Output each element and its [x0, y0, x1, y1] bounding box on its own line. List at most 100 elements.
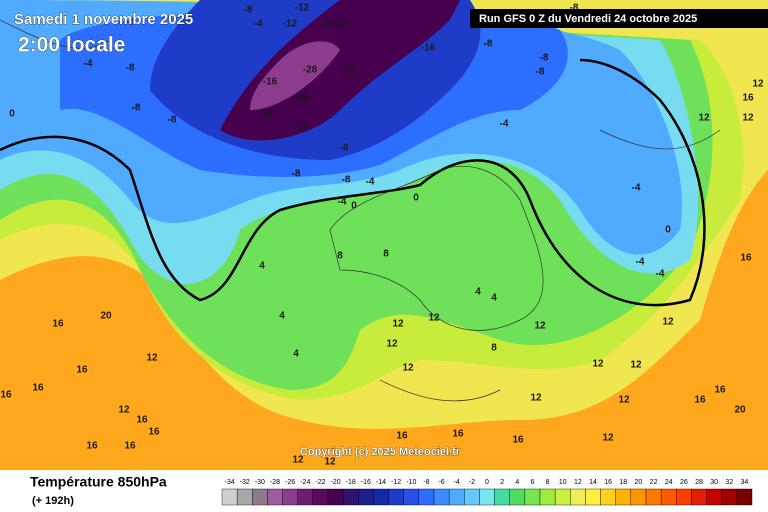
- color-legend: -34 -32 -30 -28 -26 -24 -22 -20 -18 -16 -14 -12 -10-…: [221, 479, 753, 506]
- contour-label: 0: [665, 225, 671, 236]
- legend-label: -8: [423, 479, 429, 486]
- contour-label: 16: [512, 435, 524, 446]
- contour-label: -8: [132, 103, 141, 114]
- legend-swatch: [630, 488, 647, 506]
- contour-label: -28: [293, 93, 308, 104]
- contour-label: 4: [475, 287, 481, 298]
- contour-label: 12: [386, 339, 398, 350]
- contour-label: 12: [602, 433, 614, 444]
- legend-label: 16: [604, 479, 612, 486]
- contour-label: 16: [52, 319, 64, 330]
- legend-swatch: [448, 488, 465, 506]
- contour-label: -8: [536, 67, 545, 78]
- legend-label: -10: [406, 479, 416, 486]
- contour-label: 12: [118, 405, 130, 416]
- legend-label: 26: [680, 479, 688, 486]
- contour-label: 16: [714, 385, 726, 396]
- legend-swatch: [358, 488, 374, 506]
- legend-label: -24: [300, 479, 310, 486]
- legend-label: -26: [285, 479, 295, 486]
- legend-label: 34: [741, 479, 749, 486]
- contour-label: -8: [126, 63, 135, 74]
- contour-label: 16: [0, 390, 12, 401]
- legend-swatch: [327, 488, 344, 506]
- coastline: [329, 166, 544, 331]
- contour-label: 12: [146, 353, 158, 364]
- legend-label: 24: [665, 479, 673, 486]
- legend-swatch: [570, 488, 586, 506]
- legend-swatch: [236, 488, 253, 506]
- contour-label: -8: [540, 53, 549, 64]
- contour-label: 16: [742, 93, 754, 104]
- legend-label: 18: [619, 479, 627, 486]
- legend-swatch: [464, 488, 480, 506]
- legend-swatch: [403, 488, 420, 506]
- legend-label: 30: [710, 479, 718, 486]
- contour-label: 16: [148, 427, 160, 438]
- contour-label: -8: [126, 17, 135, 28]
- contour-label: 16: [452, 429, 464, 440]
- legend-label: -6: [438, 479, 444, 486]
- purple-zone: [220, 0, 460, 141]
- contour-label: 12: [592, 359, 604, 370]
- contour-label: -4: [636, 257, 645, 268]
- contour-label: 16: [136, 415, 148, 426]
- deep-purple-zone: [250, 41, 340, 110]
- legend-swatch: [418, 488, 435, 506]
- contour-label: 4: [279, 311, 285, 322]
- contour-label: 12: [630, 360, 642, 371]
- contour-label: -16: [421, 43, 436, 54]
- legend-swatch: [554, 488, 571, 506]
- legend-swatch: [706, 488, 722, 506]
- contour-label: 16: [740, 253, 752, 264]
- contour-label: -8: [168, 115, 177, 126]
- legend-label: 12: [574, 479, 582, 486]
- contour-label: -8: [292, 169, 301, 180]
- run-box: [470, 9, 768, 28]
- contour-label: -12: [333, 19, 348, 30]
- date: Samedi 1 novembre 2025: [14, 11, 193, 28]
- contour-label: -4: [84, 59, 93, 70]
- legend-label: 6: [530, 479, 534, 486]
- contour-label: -12: [341, 65, 356, 76]
- contour-label: 12: [428, 313, 440, 324]
- legend-label: -2: [469, 479, 475, 486]
- legend-label: -22: [315, 479, 325, 486]
- legend-swatch: [736, 488, 753, 506]
- legend-swatch: [297, 488, 314, 506]
- contour-label: -4: [254, 19, 263, 30]
- contour-label: -4: [632, 183, 641, 194]
- contour-label: 12: [752, 79, 764, 90]
- legend-swatch: [312, 488, 329, 506]
- time: 2:00 locale: [18, 34, 125, 57]
- contour-label: 4: [293, 349, 299, 360]
- coastline: [0, 19, 721, 402]
- legend-label: -34: [225, 479, 235, 486]
- contour-label: -8: [322, 19, 331, 30]
- legend-label: 8: [546, 479, 550, 486]
- legend-swatch: [433, 488, 450, 506]
- contour-label: -16: [263, 77, 278, 88]
- contour-label: 12: [742, 113, 754, 124]
- legend-label: -18: [346, 479, 356, 486]
- contour-label: 20: [100, 311, 112, 322]
- contour-label: -8: [570, 3, 579, 14]
- legend-swatch: [388, 488, 404, 506]
- legend-label: -20: [331, 479, 341, 486]
- legend-label: 0: [485, 479, 489, 486]
- contour-label: -12: [293, 123, 308, 134]
- legend-swatch: [479, 488, 495, 506]
- legend-label: 20: [635, 479, 643, 486]
- legend-swatch: [539, 488, 556, 506]
- contour-label: -4: [366, 177, 375, 188]
- legend-swatch: [676, 488, 692, 506]
- legend-swatch: [252, 488, 268, 506]
- contour-label: 20: [734, 405, 746, 416]
- contour-label: 16: [32, 383, 44, 394]
- contour-label: 12: [698, 113, 710, 124]
- legend-label: -28: [270, 479, 280, 486]
- legend-swatch: [509, 488, 526, 506]
- legend-label: 28: [695, 479, 703, 486]
- legend-swatch: [342, 488, 359, 506]
